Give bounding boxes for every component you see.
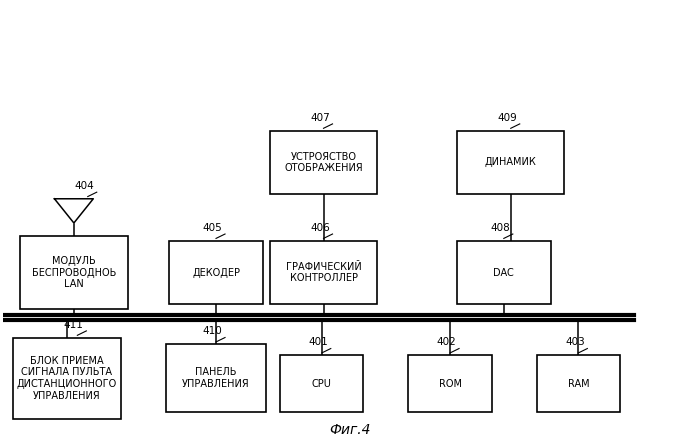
- Text: 411: 411: [64, 320, 84, 330]
- Text: 401: 401: [308, 337, 328, 347]
- Text: 409: 409: [498, 112, 517, 123]
- Polygon shape: [55, 199, 93, 223]
- Bar: [457, 241, 551, 305]
- Bar: [280, 355, 363, 413]
- Bar: [13, 338, 121, 419]
- Bar: [408, 355, 491, 413]
- Text: CPU: CPU: [312, 379, 332, 389]
- Text: МОДУЛЬ
БЕСПРОВОДНОЬ
LAN: МОДУЛЬ БЕСПРОВОДНОЬ LAN: [31, 256, 116, 289]
- Text: Фиг.4: Фиг.4: [329, 423, 370, 437]
- Text: 406: 406: [310, 223, 330, 233]
- Bar: [166, 344, 266, 413]
- Text: 402: 402: [437, 337, 456, 347]
- Bar: [169, 241, 263, 305]
- Text: DAC: DAC: [493, 268, 514, 277]
- Text: ДЕКОДЕР: ДЕКОДЕР: [192, 268, 240, 277]
- Text: УСТРОЯСТВО
ОТОБРАЖЕНИЯ: УСТРОЯСТВО ОТОБРАЖЕНИЯ: [284, 152, 363, 173]
- Text: БЛОК ПРИЕМА
СИГНАЛА ПУЛЬТА
ДИСТАНЦИОННОГО
УПРАВЛЕНИЯ: БЛОК ПРИЕМА СИГНАЛА ПУЛЬТА ДИСТАНЦИОННОГ…: [17, 356, 117, 401]
- Text: ПАНЕЛЬ
УПРАВЛЕНИЯ: ПАНЕЛЬ УПРАВЛЕНИЯ: [182, 368, 250, 389]
- Text: ГРАФИЧЕСКИЙ
КОНТРОЛЛЕР: ГРАФИЧЕСКИЙ КОНТРОЛЛЕР: [286, 262, 361, 283]
- Text: 405: 405: [203, 223, 222, 233]
- Text: 404: 404: [74, 181, 94, 191]
- Bar: [537, 355, 620, 413]
- Text: ДИНАМИК: ДИНАМИК: [485, 157, 537, 167]
- Text: ROM: ROM: [438, 379, 461, 389]
- Bar: [270, 131, 377, 194]
- Bar: [457, 131, 565, 194]
- Text: 408: 408: [491, 223, 510, 233]
- Bar: [20, 236, 128, 309]
- Text: RAM: RAM: [568, 379, 589, 389]
- Text: 403: 403: [565, 337, 585, 347]
- Text: 410: 410: [203, 326, 222, 336]
- Bar: [270, 241, 377, 305]
- Text: 407: 407: [310, 112, 330, 123]
